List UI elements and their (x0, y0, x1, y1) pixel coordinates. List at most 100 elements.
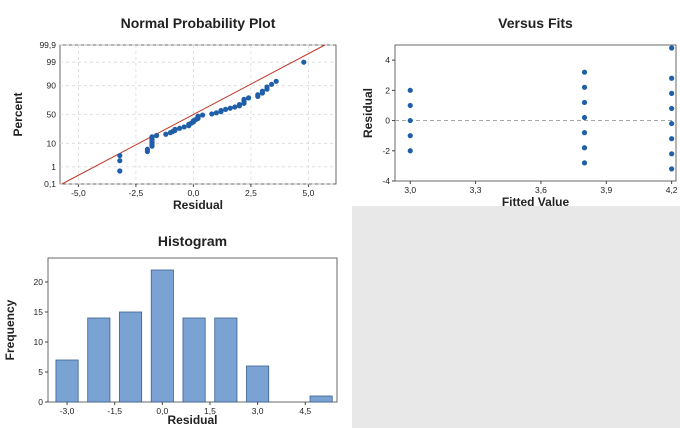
histogram-bar (246, 365, 270, 403)
histogram-bar (214, 317, 238, 403)
versus-fits-ytick-label: -4 (382, 176, 390, 186)
histogram-ytick-label: 10 (34, 337, 44, 347)
normal-plot-point (218, 107, 224, 114)
histogram-ytick-label: 0 (38, 397, 43, 407)
normal-plot-point (163, 131, 169, 137)
histogram-ytick-label: 5 (38, 367, 43, 377)
histogram-ylabel: Frequency (3, 299, 17, 360)
versus-fits-xtick-label: 3,0 (404, 185, 416, 195)
histogram-xtick-label: 4,5 (299, 406, 311, 416)
normal-plot-ytick-label: 99,9 (39, 40, 56, 50)
histogram-xtick-label: 1,5 (204, 406, 216, 416)
normal-plot-point (259, 88, 265, 94)
versus-fits-point (669, 90, 675, 96)
versus-fits-xlabel: Fitted Value (502, 195, 570, 209)
versus-fits-point (581, 114, 588, 121)
normal-plot-ytick-label: 0,1 (44, 179, 56, 189)
normal-plot-ytick-label: 99 (47, 57, 57, 67)
normal-plot-point (232, 104, 238, 110)
versus-fits-point (581, 99, 588, 106)
normal-plot-point (213, 110, 219, 116)
versus-fits-point (407, 133, 413, 139)
versus-fits-point (581, 160, 588, 166)
normal-plot-point (264, 84, 270, 90)
normal-plot-point (195, 113, 201, 119)
versus-fits-point (581, 130, 588, 136)
normal-plot-point (255, 92, 261, 98)
normal-plot-ytick-label: 1 (51, 162, 56, 172)
versus-fits-point (669, 151, 675, 157)
normal-plot-ytick-label: 90 (47, 81, 57, 91)
normal-plot-point (273, 78, 279, 84)
versus-fits-ytick-label: 4 (385, 55, 390, 65)
histogram-title: Histogram (158, 233, 227, 249)
versus-fits-ylabel: Residual (361, 88, 375, 138)
normal-plot-xtick-label: -5,0 (71, 188, 86, 198)
normal-plot-xtick-label: 2,5 (245, 188, 257, 198)
normal-plot-point (177, 125, 183, 131)
versus-fits-point (669, 120, 675, 127)
histogram-ytick-label: 15 (34, 307, 44, 317)
normal-plot-point (269, 81, 275, 87)
versus-fits-ytick-label: 2 (385, 85, 390, 95)
versus-fits-xtick-label: 4,2 (666, 185, 678, 195)
normal-plot-point (223, 106, 229, 112)
versus-fits-point (581, 145, 588, 151)
normal-plot-point (246, 95, 252, 101)
normal-plot-point (227, 105, 233, 111)
versus-fits-point (581, 84, 588, 90)
normal-plot-xtick-label: 5,0 (302, 188, 314, 198)
histogram-xtick-label: -1,5 (107, 406, 122, 416)
normal-plot-point (117, 158, 123, 164)
histogram-bar (309, 395, 333, 403)
histogram-xtick-label: -3,0 (60, 406, 75, 416)
normal-plot-point (149, 134, 155, 140)
normal-plot-point (200, 112, 206, 118)
versus-fits-ytick-label: 0 (385, 116, 390, 126)
histogram-bar (182, 317, 206, 403)
versus-fits-xtick-label: 3,3 (470, 185, 482, 195)
histogram-ytick-label: 20 (34, 277, 44, 287)
versus-fits-title: Versus Fits (498, 15, 573, 31)
normal-plot-point (117, 168, 123, 174)
histogram-xtick-label: 0,0 (156, 406, 168, 416)
normal-plot-point (117, 152, 123, 159)
normal-plot-point (172, 126, 178, 132)
versus-fits-point (669, 75, 675, 81)
normal-plot-point (236, 102, 242, 108)
histogram-bar (119, 311, 143, 403)
normal-plot-point (181, 124, 187, 130)
histogram-bar (55, 359, 79, 403)
normal-plot-fit-line (61, 44, 326, 185)
versus-fits-point (407, 87, 413, 93)
versus-fits-point (669, 136, 675, 142)
normal-plot-xlabel: Residual (173, 198, 223, 212)
normal-plot-ytick-label: 50 (47, 110, 57, 120)
histogram-bar (150, 269, 174, 403)
versus-fits-frame (394, 44, 677, 182)
versus-fits-point (669, 166, 675, 172)
versus-fits-point (407, 148, 413, 154)
histogram-xlabel: Residual (167, 413, 217, 427)
normal-plot-xtick-label: 0,0 (187, 188, 199, 198)
versus-fits-point (407, 102, 413, 109)
histogram-bar (87, 317, 111, 403)
versus-fits-point (669, 45, 675, 51)
versus-fits-ytick-label: -2 (382, 146, 390, 156)
versus-fits-point (407, 117, 413, 124)
normal-plot-title: Normal Probability Plot (121, 15, 276, 31)
normal-plot-point (144, 146, 150, 152)
versus-fits-point (581, 69, 588, 75)
histogram-xtick-label: 3,0 (252, 406, 264, 416)
normal-plot-point (301, 59, 307, 65)
versus-fits-xtick-label: 3,6 (535, 185, 547, 195)
normal-plot-point (154, 132, 160, 139)
versus-fits-point (669, 105, 675, 112)
normal-plot-ylabel: Percent (11, 92, 25, 136)
versus-fits-xtick-label: 3,9 (600, 185, 612, 195)
normal-plot-ytick-label: 10 (47, 138, 57, 148)
normal-plot-point (209, 111, 215, 117)
normal-plot-point (241, 96, 247, 102)
normal-plot-xtick-label: -2,5 (129, 188, 144, 198)
